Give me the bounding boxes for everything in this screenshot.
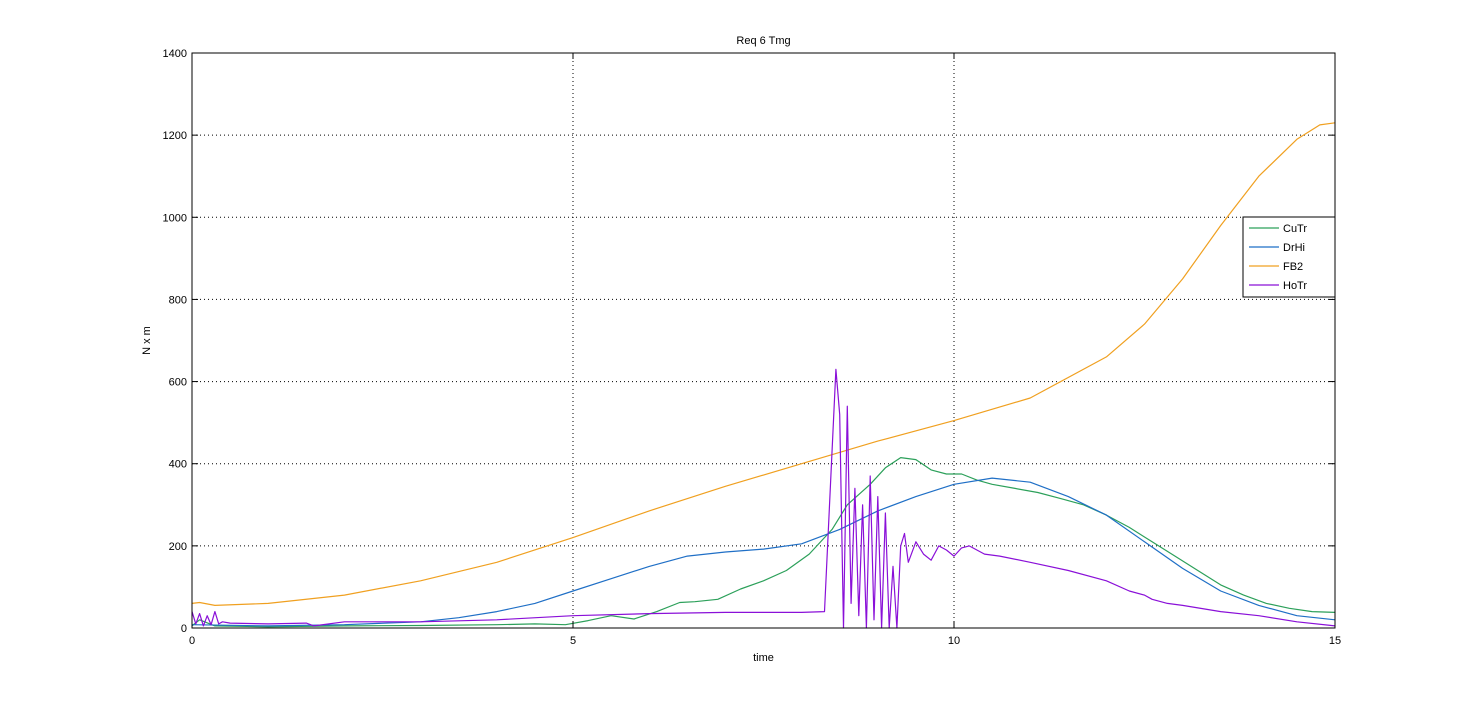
series-line-cutr xyxy=(191,457,1336,628)
series-line-hotr xyxy=(191,368,1336,629)
y-tick-label: 1200 xyxy=(163,130,187,142)
y-tick-label: 800 xyxy=(169,294,187,306)
y-tick-label: 200 xyxy=(169,541,187,553)
legend-box xyxy=(1242,216,1336,298)
legend-label: FB2 xyxy=(1283,261,1303,273)
y-tick-label: 400 xyxy=(169,459,187,471)
x-tick-label: 10 xyxy=(948,635,960,647)
y-tick-label: 1000 xyxy=(163,212,187,224)
ticks: 0 5 10 15 0 200 400 600 800 1000 1200 1400 xyxy=(163,48,1342,647)
series-line-drhi xyxy=(191,477,1336,627)
x-tick-label: 15 xyxy=(1329,635,1341,647)
plot-lines xyxy=(191,122,1336,629)
legend: CuTr DrHi FB2 HoTr xyxy=(1242,216,1336,298)
y-tick-label: 0 xyxy=(181,623,187,635)
legend-label: DrHi xyxy=(1283,242,1305,254)
axes-box xyxy=(191,52,1336,629)
y-axis-label: N x m xyxy=(141,326,153,355)
grid xyxy=(192,53,1335,628)
y-tick-label: 1400 xyxy=(163,48,187,60)
legend-label: CuTr xyxy=(1283,223,1307,235)
x-tick-label: 5 xyxy=(570,635,576,647)
x-tick-label: 0 xyxy=(189,635,195,647)
legend-label: HoTr xyxy=(1283,280,1307,292)
chart-title: Req 6 Tmg xyxy=(736,35,790,47)
series-line-fb2 xyxy=(191,122,1336,607)
y-tick-label: 600 xyxy=(169,377,187,389)
x-axis-label: time xyxy=(753,652,774,664)
